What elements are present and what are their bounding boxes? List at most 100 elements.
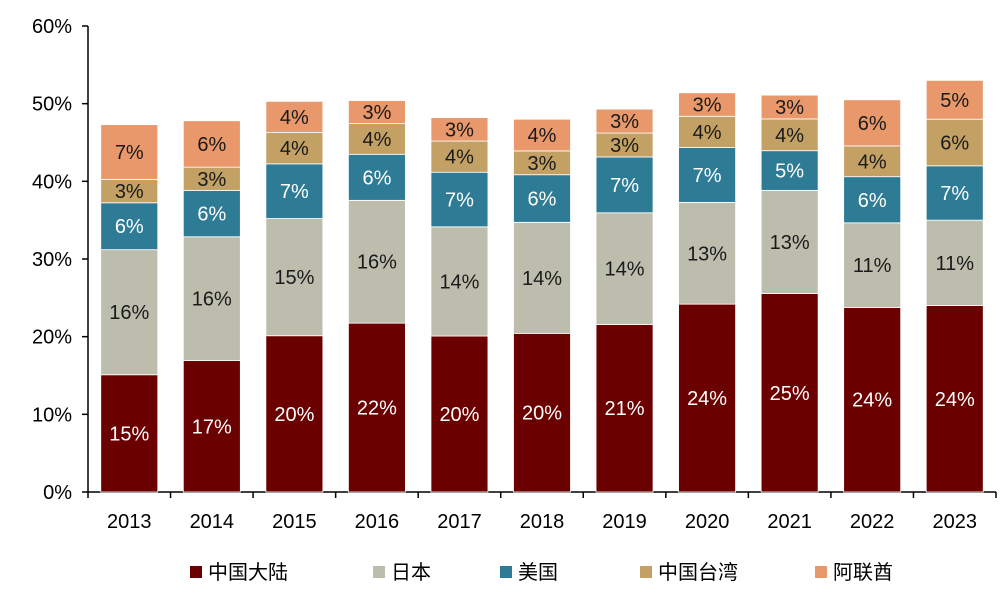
data-label: 25%	[770, 383, 810, 405]
data-label: 7%	[280, 181, 309, 203]
bar-segment	[843, 99, 902, 147]
x-tick-label: 2019	[602, 511, 647, 533]
data-label: 11%	[935, 253, 974, 275]
bar-column-2022: 24% 11% 6% 4% 6%	[843, 99, 902, 493]
data-label: 17%	[192, 416, 232, 438]
y-tick-label: 60%	[32, 16, 72, 38]
bar-column-2021: 25% 13% 5% 4% 3%	[760, 94, 819, 493]
data-label: 5%	[940, 90, 969, 112]
data-label: 15%	[109, 423, 149, 445]
y-tick-label: 0%	[43, 482, 72, 504]
bar-segment	[843, 176, 902, 224]
data-label: 20%	[274, 404, 314, 426]
bar-segment	[348, 123, 406, 155]
y-tick-label: 10%	[32, 404, 72, 426]
bar-segment	[265, 218, 324, 337]
data-label: 4%	[280, 107, 309, 129]
x-tick-label: 2013	[107, 511, 152, 533]
y-tick-label: 20%	[32, 327, 72, 349]
data-label: 7%	[693, 165, 722, 187]
x-tick-label: 2014	[190, 511, 235, 533]
data-label: 6%	[940, 133, 969, 155]
bar-segment	[348, 322, 406, 493]
data-label: 3%	[362, 102, 391, 124]
bar-segment	[843, 222, 902, 308]
bar-segment	[265, 163, 324, 219]
bar-column-2015: 20% 15% 7% 4% 4%	[265, 100, 324, 493]
bar-segment	[925, 219, 984, 307]
legend-swatch	[815, 566, 827, 578]
legend: 中国大陆 日本 美国 中国台湾 阿联酋	[190, 560, 893, 584]
bar-segment	[925, 305, 984, 493]
bar-column-2014: 17% 16% 6% 3% 6%	[182, 120, 241, 493]
bar-segment	[513, 118, 571, 152]
legend-label: 日本	[391, 560, 431, 584]
bar-segment	[348, 100, 406, 124]
data-label: 5%	[775, 161, 804, 183]
data-label: 6%	[197, 134, 226, 156]
data-label: 14%	[439, 271, 479, 293]
legend-item: 中国台湾	[640, 560, 738, 584]
bar-segment	[430, 117, 489, 142]
bar-segment	[760, 150, 819, 191]
bar-segment	[925, 79, 984, 120]
data-label: 3%	[610, 135, 639, 157]
data-label: 4%	[280, 138, 309, 160]
data-label: 3%	[528, 153, 557, 175]
x-tick-label: 2016	[355, 511, 400, 533]
data-label: 3%	[445, 119, 474, 141]
bar-segment	[348, 153, 406, 201]
x-tick-label: 2015	[272, 511, 317, 533]
bar-segment	[430, 226, 489, 337]
legend-swatch	[640, 566, 652, 578]
bar-segment	[182, 189, 241, 238]
data-label: 13%	[687, 243, 727, 265]
data-label: 13%	[770, 232, 810, 254]
bar-segment	[182, 120, 241, 168]
data-label: 14%	[605, 259, 645, 281]
data-label: 20%	[522, 403, 562, 425]
bar-segment	[843, 307, 902, 493]
bar-segment	[265, 132, 324, 165]
x-tick-label: 2017	[437, 511, 482, 533]
legend-label: 阿联酋	[833, 560, 893, 584]
bar-segment	[678, 147, 736, 203]
bar-segment	[182, 236, 241, 361]
bar-segment	[100, 374, 159, 493]
data-label: 4%	[445, 147, 474, 169]
data-label: 7%	[610, 175, 639, 197]
data-label: 6%	[197, 204, 226, 226]
bar-segment	[678, 92, 736, 117]
legend-item: 中国大陆	[190, 560, 288, 584]
bar-segment	[265, 100, 324, 133]
bar-segment	[925, 165, 984, 221]
data-label: 11%	[853, 255, 892, 277]
data-label: 3%	[775, 97, 804, 119]
y-tick-label: 30%	[32, 249, 72, 271]
y-tick-label: 40%	[32, 171, 72, 193]
bar-segment	[595, 156, 654, 214]
y-axis: 0% 10% 20% 30% 40% 50% 60%	[32, 16, 89, 504]
data-label: 21%	[605, 398, 645, 420]
data-label: 24%	[935, 389, 975, 411]
data-label: 24%	[687, 388, 727, 410]
data-label: 6%	[115, 216, 144, 238]
legend-label: 美国	[518, 560, 558, 584]
data-label: 7%	[115, 142, 144, 164]
bar-column-2020: 24% 13% 7% 4% 3%	[678, 92, 736, 493]
x-tick-label: 2023	[932, 511, 977, 533]
x-tick-label: 2022	[850, 511, 895, 533]
bars-group: 15% 16% 6% 3% 7% 17% 16% 6% 3% 6% 20% 15% 7% 4% 4% 22% 1…	[100, 79, 984, 493]
bar-segment	[760, 94, 819, 120]
bar-segment	[430, 171, 489, 228]
bar-column-2018: 20% 14% 6% 3% 4%	[513, 118, 571, 493]
legend-swatch	[500, 566, 512, 578]
bar-segment	[182, 360, 241, 493]
legend-item: 阿联酋	[815, 560, 893, 584]
data-label: 4%	[528, 125, 557, 147]
bar-segment	[430, 140, 489, 173]
bar-segment	[678, 303, 736, 493]
bar-segment	[678, 201, 736, 305]
data-label: 4%	[362, 129, 391, 151]
